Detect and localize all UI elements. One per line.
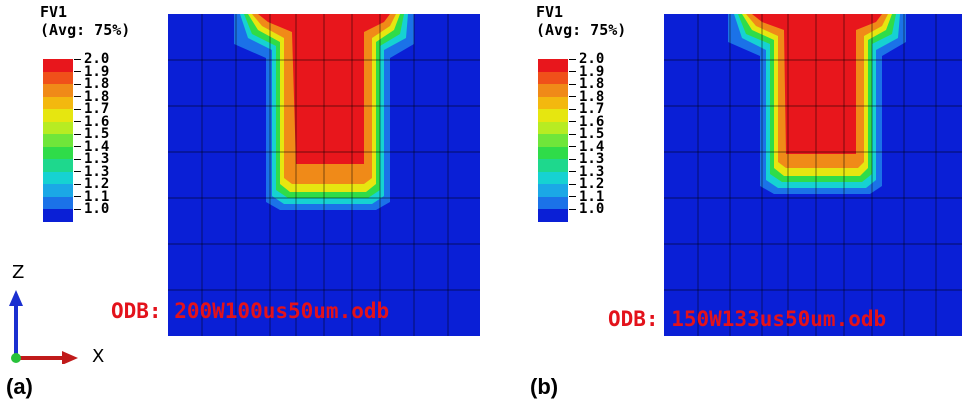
legend-value-label: 1.2 <box>74 177 109 191</box>
legend-swatch <box>43 84 73 97</box>
legend-swatch <box>538 171 568 184</box>
legend-swatch <box>538 209 568 222</box>
legend-color-bar <box>43 59 73 222</box>
legend-title: FV1 (Avg: 75%) <box>40 3 131 39</box>
legend-color-bar <box>538 59 568 222</box>
legend-swatch <box>538 84 568 97</box>
contour-field <box>168 14 480 336</box>
legend-value-label: 1.8 <box>74 77 109 91</box>
legend-value-label: 2.0 <box>74 52 109 66</box>
legend-swatch <box>538 121 568 134</box>
panel-a: FV1 (Avg: 75%) 2.0 1.9 1.8 1.8 1.7 1.6 1.5 1.4 1… <box>0 0 480 402</box>
legend-swatch <box>538 59 568 72</box>
legend-value-label: 1.8 <box>74 90 109 104</box>
legend-swatch <box>43 109 73 122</box>
legend-swatch <box>43 134 73 147</box>
contour-plot <box>168 14 480 336</box>
legend-swatch <box>538 134 568 147</box>
mesh-grid <box>168 14 480 336</box>
legend-swatch <box>43 209 73 222</box>
legend-value-label: 1.5 <box>569 127 604 141</box>
legend-value-label: 1.7 <box>74 102 109 116</box>
panel-label-a: (a) <box>6 374 33 399</box>
legend-swatch <box>538 159 568 172</box>
legend-swatch <box>43 184 73 197</box>
legend-value-label: 1.3 <box>569 165 604 179</box>
x-axis-label: X <box>92 346 105 367</box>
legend-value-label: 1.8 <box>569 90 604 104</box>
legend-title: FV1 (Avg: 75%) <box>536 3 627 39</box>
legend-value-label: 1.4 <box>569 140 604 154</box>
legend-swatch <box>538 184 568 197</box>
legend-value-label: 1.3 <box>74 152 109 166</box>
legend-value-label: 1.0 <box>74 202 109 216</box>
legend-value-label: 2.0 <box>569 52 604 66</box>
legend-swatch <box>43 171 73 184</box>
legend-swatch <box>43 96 73 109</box>
legend-swatch <box>43 59 73 72</box>
legend-value-label: 1.9 <box>569 65 604 79</box>
legend-value-label: 1.1 <box>74 190 109 204</box>
z-axis-label: Z <box>12 262 25 283</box>
panel-label-b: (b) <box>530 374 559 399</box>
legend-swatch <box>43 196 73 209</box>
contour-field <box>664 14 962 336</box>
coordinate-triad-icon <box>9 290 78 364</box>
legend-value-label: 1.0 <box>569 202 604 216</box>
legend-value-label: 1.7 <box>569 102 604 116</box>
legend-swatch <box>43 159 73 172</box>
legend-value-label: 1.4 <box>74 140 109 154</box>
contour-plot <box>664 14 962 336</box>
legend-value-label: 1.3 <box>74 165 109 179</box>
legend-value-label: 1.6 <box>74 115 109 129</box>
legend-value-label: 1.9 <box>74 65 109 79</box>
legend-swatch <box>538 71 568 84</box>
legend-value-label: 1.8 <box>569 77 604 91</box>
odb-filename: ODB: 150W133us50um.odb <box>608 307 887 331</box>
panel-b: FV1 (Avg: 75%) 2.0 1.9 1.8 1.8 1.7 1.6 1.5 1.4 1… <box>530 0 962 402</box>
legend-swatch <box>43 71 73 84</box>
legend-swatch <box>538 146 568 159</box>
legend-value-label: 1.5 <box>74 127 109 141</box>
legend-swatch <box>538 196 568 209</box>
mesh-grid <box>664 14 962 336</box>
legend-swatch <box>43 121 73 134</box>
legend-swatch <box>538 96 568 109</box>
odb-filename: ODB: 200W100us50um.odb <box>111 299 390 323</box>
contour-band-core <box>752 14 882 154</box>
legend-value-label: 1.6 <box>569 115 604 129</box>
legend-swatch <box>538 109 568 122</box>
legend-swatch <box>43 146 73 159</box>
legend-value-label: 1.2 <box>569 177 604 191</box>
legend-value-label: 1.1 <box>569 190 604 204</box>
legend-value-label: 1.3 <box>569 152 604 166</box>
